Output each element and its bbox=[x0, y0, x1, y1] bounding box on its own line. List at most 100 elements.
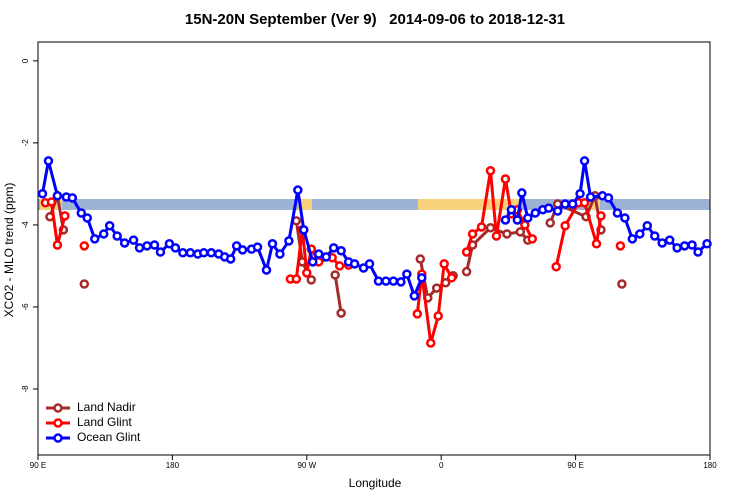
point bbox=[575, 188, 585, 199]
point bbox=[321, 252, 331, 262]
point bbox=[543, 203, 554, 213]
point bbox=[461, 266, 472, 277]
point bbox=[291, 274, 302, 284]
point bbox=[119, 238, 130, 248]
point bbox=[373, 276, 384, 286]
point bbox=[306, 275, 317, 285]
point bbox=[431, 283, 442, 293]
legend-marker bbox=[53, 433, 63, 443]
point bbox=[627, 234, 638, 244]
point bbox=[476, 222, 487, 232]
point bbox=[206, 248, 216, 258]
point bbox=[485, 223, 496, 233]
point bbox=[512, 215, 523, 225]
point bbox=[545, 218, 555, 228]
point bbox=[517, 188, 527, 198]
point bbox=[672, 243, 682, 253]
point bbox=[52, 240, 63, 250]
x-tick-label: 180 bbox=[703, 461, 717, 470]
point bbox=[155, 247, 166, 257]
x-tick-label: 0 bbox=[439, 461, 444, 470]
point bbox=[402, 269, 412, 279]
ocean-band bbox=[38, 199, 710, 210]
point bbox=[388, 276, 399, 286]
point bbox=[612, 208, 623, 218]
point bbox=[336, 308, 346, 318]
point bbox=[252, 242, 263, 252]
point bbox=[412, 309, 423, 319]
point bbox=[693, 247, 703, 257]
point bbox=[615, 241, 626, 251]
point bbox=[46, 197, 57, 207]
point bbox=[237, 245, 248, 255]
point bbox=[415, 254, 426, 264]
point bbox=[381, 276, 391, 286]
point bbox=[43, 156, 54, 166]
point bbox=[302, 268, 312, 278]
x-axis-label: Longitude bbox=[349, 476, 402, 490]
point bbox=[485, 166, 496, 176]
point bbox=[527, 234, 538, 244]
point bbox=[267, 239, 278, 249]
point bbox=[551, 262, 561, 272]
point bbox=[409, 291, 420, 301]
point bbox=[596, 211, 606, 221]
point bbox=[591, 239, 602, 249]
point bbox=[500, 215, 511, 225]
chart-title: 15N-20N September (Ver 9) 2014-09-06 to … bbox=[185, 11, 565, 28]
legend-label: Ocean Glint bbox=[77, 430, 141, 444]
point bbox=[523, 213, 533, 223]
x-tick-label: 90 E bbox=[567, 461, 583, 470]
point bbox=[502, 229, 512, 239]
point bbox=[89, 234, 100, 244]
point bbox=[170, 243, 181, 253]
point bbox=[60, 211, 70, 221]
point bbox=[104, 220, 115, 231]
point bbox=[82, 213, 93, 223]
point bbox=[308, 257, 318, 267]
y-tick-label: -8 bbox=[21, 385, 30, 393]
point bbox=[500, 174, 511, 184]
y-tick-label: -4 bbox=[21, 221, 30, 229]
x-tick-label: 90 E bbox=[30, 461, 46, 470]
point bbox=[231, 241, 242, 251]
legend-marker bbox=[53, 403, 63, 413]
point bbox=[603, 193, 614, 203]
point bbox=[128, 235, 139, 245]
point bbox=[349, 259, 360, 269]
series-line bbox=[41, 160, 709, 301]
point bbox=[467, 229, 478, 239]
point bbox=[439, 259, 449, 269]
point bbox=[37, 188, 48, 199]
plot-frame bbox=[37, 41, 711, 456]
point bbox=[67, 193, 78, 203]
point bbox=[530, 208, 541, 218]
y-tick-label: -6 bbox=[21, 303, 30, 311]
point bbox=[330, 270, 340, 280]
point bbox=[664, 235, 675, 245]
point bbox=[425, 338, 436, 348]
y-tick-label: 0 bbox=[21, 58, 30, 63]
point bbox=[334, 261, 345, 271]
point bbox=[328, 243, 339, 253]
point bbox=[293, 185, 303, 195]
point bbox=[185, 248, 196, 258]
point bbox=[261, 265, 272, 275]
legend-label: Land Glint bbox=[77, 415, 132, 429]
point bbox=[679, 241, 690, 251]
point bbox=[275, 249, 285, 259]
point bbox=[225, 254, 236, 264]
point bbox=[142, 241, 152, 251]
point bbox=[491, 231, 502, 241]
point bbox=[515, 227, 526, 237]
point bbox=[620, 213, 630, 223]
x-tick-label: 180 bbox=[166, 461, 180, 470]
point bbox=[112, 231, 122, 241]
point bbox=[560, 220, 570, 231]
point bbox=[313, 249, 324, 259]
y-axis-label: XCO2 - MLO trend (ppm) bbox=[2, 183, 16, 318]
point bbox=[134, 243, 145, 253]
land-band bbox=[298, 199, 312, 210]
point bbox=[642, 220, 653, 231]
